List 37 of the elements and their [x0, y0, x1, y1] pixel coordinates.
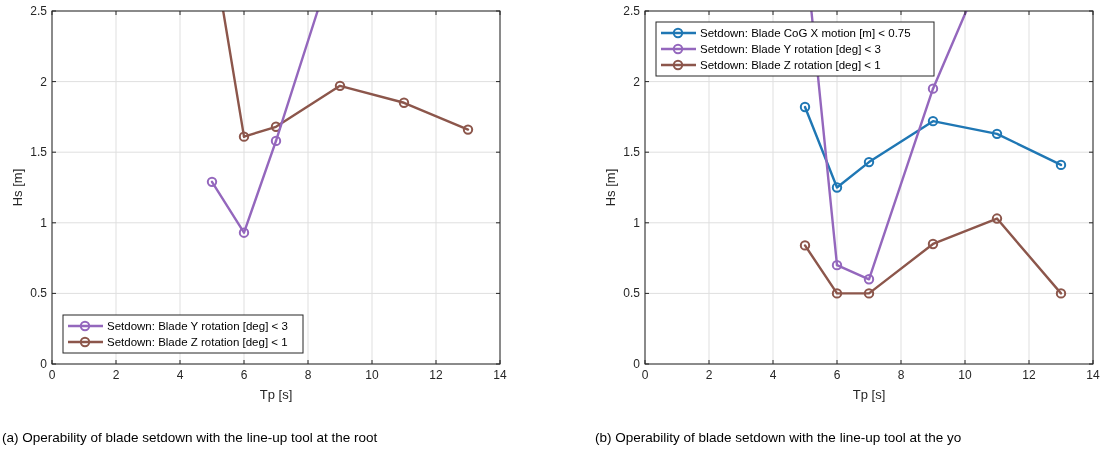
y-tick-label: 0.5 [623, 286, 641, 301]
x-tick-label: 4 [769, 368, 777, 382]
legend-label: Setdown: Blade Z rotation [deg] < 1 [700, 59, 881, 71]
legend-label: Setdown: Blade CoG X motion [m] < 0.75 [700, 27, 911, 39]
y-tick-label: 0.5 [30, 286, 48, 301]
x-tick-label: 8 [897, 368, 905, 382]
y-tick-label: 2 [633, 74, 641, 89]
y-tick-label: 2.5 [30, 4, 48, 18]
y-tick-label: 1 [633, 215, 641, 230]
x-tick-label: 10 [958, 368, 972, 382]
x-tick-label: 12 [1022, 368, 1036, 382]
y-tick-label: 2.5 [623, 4, 641, 18]
x-tick-label: 8 [304, 368, 312, 382]
y-tick-label: 1 [40, 215, 48, 230]
x-tick-label: 6 [833, 368, 841, 382]
x-tick-label: 4 [176, 368, 184, 382]
x-tick-label: 14 [1086, 368, 1100, 382]
legend-label: Setdown: Blade Z rotation [deg] < 1 [107, 336, 288, 348]
x-tick-label: 6 [240, 368, 248, 382]
y-tick-label: 0 [40, 357, 48, 371]
x-tick-label: 12 [429, 368, 443, 382]
y-axis-title: Hs [m] [603, 168, 618, 207]
x-tick-label: 2 [112, 368, 120, 382]
x-tick-label: 2 [705, 368, 713, 382]
x-tick-label: 14 [493, 368, 507, 382]
y-axis-title: Hs [m] [10, 168, 25, 207]
y-tick-label: 1.5 [623, 145, 641, 160]
y-tick-label: 0 [633, 357, 641, 371]
x-axis-title: Tp [s] [852, 387, 886, 402]
x-axis-title: Tp [s] [259, 387, 293, 402]
y-tick-label: 2 [40, 74, 48, 89]
y-tick-label: 1.5 [30, 145, 48, 160]
x-tick-label: 10 [365, 368, 379, 382]
legend-label: Setdown: Blade Y rotation [deg] < 3 [107, 320, 288, 332]
text: (a) Operability of blade setdown with the line-up tool at the root [2, 430, 378, 445]
text: (b) Operability of blade setdown with the line-up tool at the yo [595, 430, 962, 445]
legend-label: Setdown: Blade Y rotation [deg] < 3 [700, 43, 881, 55]
